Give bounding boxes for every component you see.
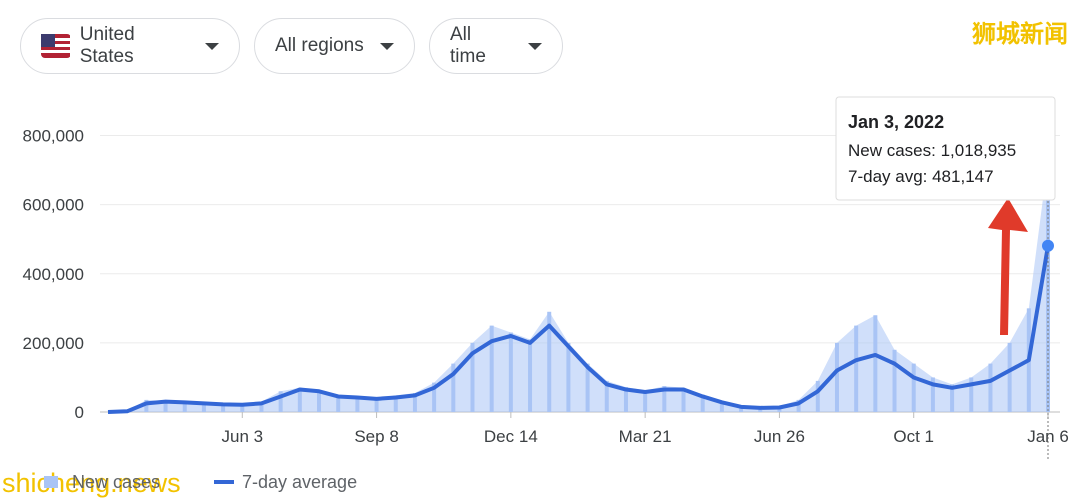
x-tick-label: Mar 21 xyxy=(619,427,672,446)
bar xyxy=(393,395,398,412)
watermark: shicheng.news xyxy=(2,468,181,498)
bar xyxy=(566,342,571,412)
y-tick-label: 400,000 xyxy=(23,265,84,284)
hover-dot xyxy=(1042,239,1054,252)
bar xyxy=(815,380,820,412)
tooltip-box xyxy=(835,96,1056,201)
bar xyxy=(873,315,878,412)
avg-line xyxy=(107,245,1050,414)
bar xyxy=(259,401,264,412)
chip-label: All regions xyxy=(275,35,364,56)
bar xyxy=(412,392,417,412)
bar xyxy=(1007,342,1012,412)
bar xyxy=(950,384,955,412)
bar xyxy=(470,342,475,412)
bar xyxy=(201,402,206,412)
watermark: 狮城新闻 xyxy=(972,20,1068,48)
legend-label: New cases xyxy=(72,472,160,492)
bar xyxy=(451,363,456,412)
x-tick-label: Dec 14 xyxy=(484,427,538,446)
bar xyxy=(585,363,590,412)
bar xyxy=(163,400,168,412)
chip-label: All time xyxy=(450,24,486,67)
bar xyxy=(508,332,513,412)
x-tick-label: Jan 6 xyxy=(1027,427,1069,446)
y-tick-label: 600,000 xyxy=(23,196,84,215)
country-chip[interactable]: United States xyxy=(20,18,240,74)
tooltip-line: New cases: 1,018,935 xyxy=(848,141,1016,160)
bar xyxy=(528,339,533,412)
x-tick-label: Jun 26 xyxy=(754,427,805,446)
bar xyxy=(297,387,302,412)
bar xyxy=(144,399,149,412)
bar xyxy=(336,395,341,412)
y-tick-label: 800,000 xyxy=(23,127,84,146)
bar xyxy=(317,390,322,412)
bar xyxy=(969,377,974,412)
bar xyxy=(930,377,935,412)
bar xyxy=(547,311,552,412)
bar xyxy=(240,404,245,412)
bar xyxy=(719,401,724,412)
tooltip: Jan 3, 2022 New cases: 1,018,935 7-day avg… xyxy=(835,96,1056,201)
x-tick-label: Jun 3 xyxy=(221,427,263,446)
bar xyxy=(892,349,897,412)
arrow xyxy=(988,198,1028,335)
bar xyxy=(834,342,839,412)
bar xyxy=(854,325,859,412)
legend-swatch xyxy=(44,476,58,488)
bar xyxy=(662,386,667,412)
bar xyxy=(374,398,379,412)
bar xyxy=(643,390,648,412)
x-tick-label: Sep 8 xyxy=(354,427,398,446)
bar xyxy=(796,399,801,412)
bar xyxy=(278,391,283,412)
bar xyxy=(182,401,187,412)
time-chip[interactable]: All time xyxy=(429,18,563,74)
bar xyxy=(700,394,705,412)
bar xyxy=(221,403,226,412)
bar xyxy=(988,363,993,412)
bar xyxy=(623,387,628,412)
flag-icon xyxy=(41,34,70,58)
y-tick-label: 0 xyxy=(75,403,84,422)
x-tick-label: Oct 1 xyxy=(893,427,934,446)
chip-label: United States xyxy=(79,24,135,67)
legend-label: 7-day average xyxy=(242,472,357,492)
bar xyxy=(681,387,686,412)
bar xyxy=(604,380,609,412)
region-chip[interactable]: All regions xyxy=(254,18,415,74)
bar xyxy=(739,405,744,412)
bar xyxy=(911,363,916,412)
y-tick-label: 200,000 xyxy=(23,334,84,353)
tooltip-line: 7-day avg: 481,147 xyxy=(848,167,994,186)
bar xyxy=(489,325,494,412)
bar xyxy=(432,382,437,412)
tooltip-title: Jan 3, 2022 xyxy=(848,112,944,132)
bar xyxy=(355,396,360,412)
